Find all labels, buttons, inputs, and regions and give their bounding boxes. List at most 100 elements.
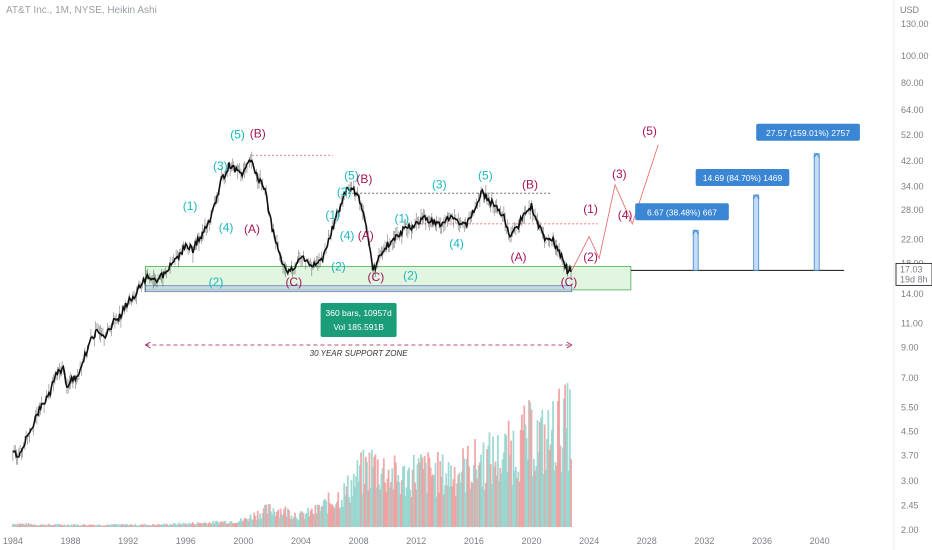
volume-bar (432, 474, 434, 527)
volume-bar (298, 513, 301, 527)
impulse-wave-label: (3) (432, 177, 447, 191)
volume-bar (476, 478, 479, 527)
volume-bar (243, 517, 246, 527)
volume-bar (253, 512, 256, 527)
support-zone-label: 30 YEAR SUPPORT ZONE (310, 349, 409, 358)
volume-bar (182, 522, 185, 527)
volume-bar (468, 466, 470, 527)
target-info-text: 6.67 (38.48%) 667 (647, 207, 717, 217)
volume-bar (487, 445, 490, 527)
volume-bar (411, 469, 414, 527)
volume-bar (196, 522, 199, 527)
volume-bar (568, 389, 571, 527)
volume-bar (394, 462, 397, 527)
volume-bar (385, 491, 388, 527)
volume-bar (56, 524, 59, 527)
volume-bar (417, 458, 420, 527)
volume-bar (457, 474, 460, 527)
volume-bar (162, 525, 164, 527)
corrective-wave-label: (1) (583, 202, 598, 216)
volume-bar (240, 518, 242, 527)
x-tick-label: 2020 (521, 536, 541, 546)
volume-bar (325, 500, 328, 527)
y-tick-label: 22.00 (901, 234, 924, 244)
volume-bar (79, 525, 82, 527)
volume-bar (511, 484, 514, 527)
volume-bar (477, 465, 480, 527)
volume-bar (570, 459, 572, 527)
measure-bars-text: 360 bars, 10957d (326, 308, 392, 318)
impulse-wave-label: (4) (340, 228, 355, 242)
volume-bar (489, 464, 492, 527)
target-info-box (756, 123, 860, 141)
volume-bar (548, 450, 551, 527)
volume-bar (112, 524, 115, 527)
span-arrow-left (144, 341, 151, 349)
volume-bar (75, 524, 78, 527)
y-tick-label: 3.00 (901, 476, 919, 486)
volume-bar (448, 486, 451, 527)
volume-bar (559, 445, 562, 527)
volume-bar (58, 524, 61, 527)
volume-bar (321, 505, 324, 527)
volume-bar (456, 483, 458, 527)
volume-bar (490, 483, 493, 527)
volume-bar (472, 464, 475, 527)
volume-bar (357, 481, 360, 527)
corrective-wave-label: (B) (522, 177, 538, 191)
volume-bar (529, 402, 532, 527)
volume-bar (51, 524, 54, 527)
volume-bar (158, 524, 161, 527)
volume-bar (94, 525, 97, 527)
volume-bar (279, 508, 282, 527)
volume-bar (427, 452, 430, 527)
volume-bar (260, 518, 263, 527)
volume-bar (241, 521, 244, 527)
volume-bar (81, 524, 84, 527)
volume-bar (40, 524, 43, 527)
chart-title: AT&T Inc., 1M, NYSE, Heikin Ashi (6, 5, 157, 16)
volume-bar (447, 461, 450, 527)
volume-bar (22, 523, 25, 527)
y-tick-label: 11.00 (901, 318, 923, 328)
volume-bar (302, 512, 305, 527)
volume-bar (109, 525, 112, 527)
volume-bar (396, 481, 398, 527)
volume-bar (370, 449, 373, 527)
volume-bar (216, 520, 218, 527)
volume-bar (484, 482, 487, 527)
volume-bar (560, 471, 563, 527)
volume-bar (506, 472, 509, 527)
volume-bar (265, 504, 268, 527)
volume-bar (418, 462, 421, 527)
volume-bar (21, 523, 24, 527)
volume-bar (364, 456, 367, 527)
volume-bar (471, 483, 474, 527)
volume-bar (498, 480, 500, 527)
volume-bar (255, 520, 258, 527)
volume-bar (403, 465, 406, 527)
volume-bar (80, 525, 83, 527)
volume-bar (440, 476, 443, 527)
volume-bar (122, 524, 125, 527)
impulse-wave-label: (1) (394, 211, 409, 225)
volume-bar (110, 524, 113, 527)
corrective-wave-label: (A) (358, 228, 374, 242)
impulse-wave-label: (2) (403, 268, 418, 282)
volume-bar (181, 524, 184, 527)
volume-bar (308, 516, 311, 527)
volume-bar (438, 492, 440, 527)
volume-bar (434, 463, 437, 527)
volume-bar (259, 513, 262, 527)
volume-bar (512, 430, 515, 527)
y-tick-label: 42.00 (901, 156, 924, 166)
volume-bar (268, 504, 271, 527)
volume-bar (330, 504, 332, 527)
volume-bar (565, 428, 568, 527)
volume-bar (163, 523, 166, 527)
volume-bar (393, 455, 396, 527)
volume-bar (285, 516, 288, 527)
volume-bar (414, 482, 416, 527)
volume-bar (140, 524, 143, 527)
